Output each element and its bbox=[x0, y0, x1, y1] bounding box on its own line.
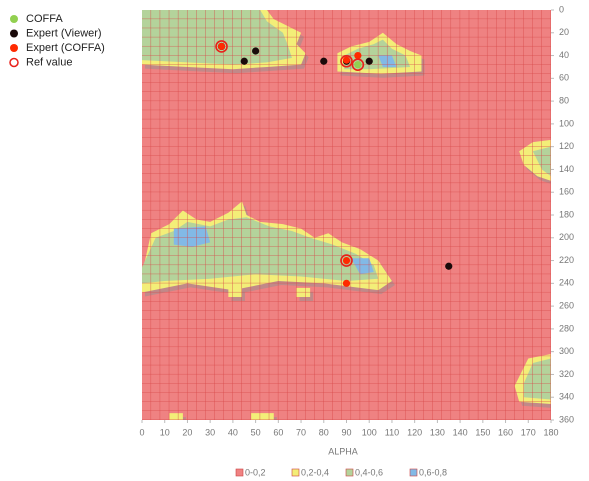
y-tick-label: 240 bbox=[559, 278, 574, 288]
point bbox=[340, 254, 353, 267]
point bbox=[342, 256, 351, 265]
point bbox=[252, 47, 260, 55]
y-tick-label: 220 bbox=[559, 255, 574, 265]
x-tick-label: 70 bbox=[296, 427, 306, 437]
x-tick-label: 30 bbox=[205, 427, 215, 437]
x-tick-label: 120 bbox=[407, 427, 422, 437]
point bbox=[354, 51, 362, 60]
cell-grid bbox=[142, 10, 551, 420]
legend-marker bbox=[10, 44, 18, 52]
y-tick-label: 100 bbox=[559, 118, 574, 128]
legend-swatch bbox=[345, 468, 354, 477]
legend-label: 0-0,2 bbox=[245, 467, 266, 477]
legend-marker bbox=[9, 57, 19, 68]
point bbox=[320, 57, 328, 65]
x-tick-label: 80 bbox=[319, 427, 329, 437]
y-tick-label: 200 bbox=[559, 232, 574, 242]
point bbox=[365, 57, 373, 65]
x-tick-label: 160 bbox=[498, 427, 513, 437]
legend-label: Expert (COFFA) bbox=[26, 42, 105, 54]
point bbox=[342, 56, 351, 64]
x-tick-label: 40 bbox=[228, 427, 238, 437]
y-tick-label: 300 bbox=[559, 346, 574, 356]
y-tick-label: 320 bbox=[559, 369, 574, 379]
x-tick-label: 170 bbox=[521, 427, 536, 437]
x-axis-label: ALPHA bbox=[328, 446, 358, 456]
x-tick-label: 0 bbox=[139, 427, 144, 437]
y-tick-label: 40 bbox=[559, 50, 569, 60]
point bbox=[354, 61, 362, 69]
legend-label: COFFA bbox=[26, 13, 63, 25]
x-tick-label: 50 bbox=[251, 427, 261, 437]
point bbox=[342, 279, 351, 287]
y-tick-label: 180 bbox=[559, 209, 574, 219]
y-tick-label: 360 bbox=[559, 414, 574, 424]
y-tick-label: 260 bbox=[559, 300, 574, 310]
x-tick-label: 130 bbox=[430, 427, 445, 437]
legend-label: 0,6-0,8 bbox=[419, 467, 447, 477]
y-tick-label: 120 bbox=[559, 141, 574, 151]
y-tick-label: 0 bbox=[559, 4, 564, 14]
y-tick-label: 20 bbox=[559, 27, 569, 37]
x-tick-label: 140 bbox=[453, 427, 468, 437]
y-tick-label: 160 bbox=[559, 187, 574, 197]
legend-label: Expert (Viewer) bbox=[26, 27, 102, 39]
x-tick-label: 60 bbox=[273, 427, 283, 437]
legend-marker bbox=[10, 29, 18, 38]
legend-swatch bbox=[409, 468, 418, 477]
point bbox=[351, 58, 365, 71]
legend-swatch bbox=[235, 468, 244, 477]
y-tick-label: 140 bbox=[559, 164, 574, 174]
x-tick-label: 150 bbox=[475, 427, 490, 437]
legend-label: 0,2-0,4 bbox=[301, 467, 329, 477]
x-tick-label: 20 bbox=[182, 427, 192, 437]
legend-swatch bbox=[291, 468, 300, 477]
y-tick-label: 340 bbox=[559, 392, 574, 402]
y-tick-label: 60 bbox=[559, 73, 569, 83]
point bbox=[445, 262, 453, 270]
legend-label: Ref value bbox=[26, 56, 72, 68]
plot-area bbox=[142, 10, 551, 420]
point bbox=[215, 40, 228, 53]
x-tick-label: 90 bbox=[341, 427, 351, 437]
point bbox=[340, 54, 353, 68]
x-tick-label: 100 bbox=[362, 427, 377, 437]
point bbox=[217, 42, 226, 51]
x-tick-label: 180 bbox=[543, 427, 558, 437]
x-tick-label: 110 bbox=[385, 427, 399, 437]
y-tick-label: 80 bbox=[559, 95, 569, 105]
legend-label: 0,4-0,6 bbox=[355, 467, 383, 477]
x-tick-label: 10 bbox=[160, 427, 170, 437]
point bbox=[240, 57, 248, 65]
legend-marker bbox=[10, 15, 18, 23]
y-tick-label: 280 bbox=[559, 323, 574, 333]
